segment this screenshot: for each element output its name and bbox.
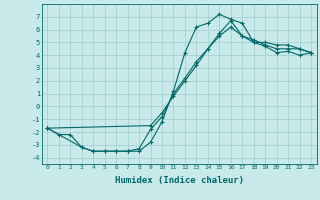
X-axis label: Humidex (Indice chaleur): Humidex (Indice chaleur) — [115, 176, 244, 185]
